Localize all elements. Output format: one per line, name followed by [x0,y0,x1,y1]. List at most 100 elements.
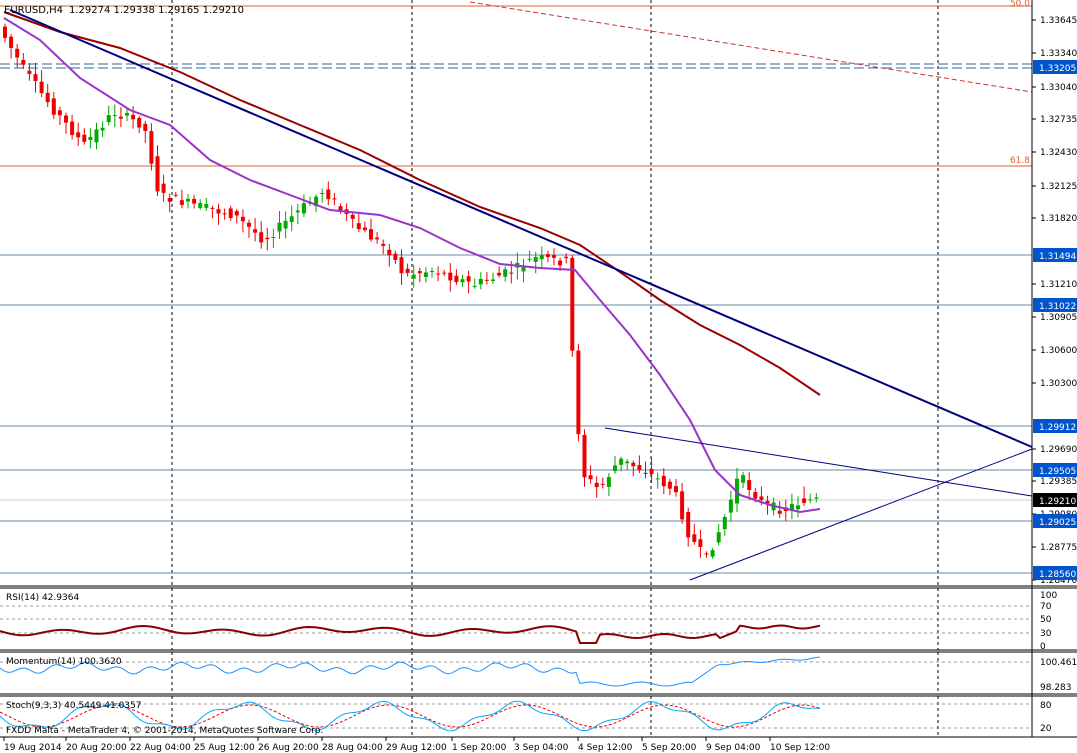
current-price-tag [1033,493,1077,507]
candle [112,104,117,128]
candle [460,274,465,287]
candle [186,194,190,209]
fibonacci-lines: 50.0 61.8 [0,0,1033,167]
candle [45,84,50,108]
time-axis[interactable]: 19 Aug 2014 20 Aug 20:00 22 Aug 04:00 25 Au… [3,737,830,753]
candle [710,547,715,559]
candle [533,251,538,274]
price-tick-label: 1.30600 [1040,346,1077,356]
candle [15,43,20,68]
rsi-title: RSI(14) 42.9364 [6,593,79,603]
level-price-tag [1033,566,1077,580]
price-tick-label: 1.32125 [1040,182,1077,192]
candle [631,460,636,477]
candle [448,263,453,292]
candle [21,52,26,70]
candle [64,112,68,134]
candle [216,203,221,225]
price-tick-label: 1.32735 [1040,115,1077,125]
price-tick-label: 1.28775 [1040,543,1077,553]
watermark: FXDD Malta - MetaTrader 4, © 2001-2014, … [6,726,323,736]
stochastic-panel[interactable]: Stoch(9,3,3) 40.5449 41.0357 80 20 FXDD … [0,700,1052,736]
candle [240,209,245,233]
candle [3,23,7,43]
stochastic-level-80: 80 [1040,701,1052,711]
candle [277,211,282,240]
candle [118,107,123,128]
moving-average-fast [3,17,821,514]
candle [814,493,819,503]
triangle-upper-line [604,427,1033,497]
current-price-label: 1.29210 [1039,497,1076,507]
candle [387,243,392,267]
candle [661,468,666,495]
candle [57,106,62,126]
candle [9,33,14,59]
candle [375,232,380,244]
candle [192,194,197,209]
rsi-panel[interactable]: RSI(14) 42.9364 100 70 50 30 0 [0,591,1057,652]
candle [173,191,178,198]
candle [271,228,276,248]
candle [777,501,782,518]
candle [686,507,691,547]
momentum-level-low: 98.283 [1040,683,1072,693]
candle [265,227,270,251]
candle [802,486,807,507]
candle [51,91,56,120]
candle [698,529,703,558]
candle [539,246,544,269]
candle [76,122,81,146]
level-price-label: 1.33205 [1039,64,1076,74]
candle [789,493,794,520]
candle [82,128,87,145]
price-tick-label: 1.29385 [1040,477,1077,487]
candle [613,455,617,474]
price-tick-label: 1.31210 [1040,280,1077,290]
candle [436,266,441,282]
time-tick-label: 4 Sep 12:00 [578,743,633,753]
moving-average-slow [3,11,821,396]
fib-label-61: 61.8 [1010,156,1030,166]
time-tick-label: 29 Aug 12:00 [386,743,447,753]
momentum-panel[interactable]: Momentum(14) 100.3620 100.461 98.283 [0,656,1077,693]
candle [399,249,404,285]
level-price-tag [1033,514,1077,528]
candle [680,483,685,524]
time-tick-label: 3 Sep 04:00 [514,743,569,753]
candle [314,194,319,213]
candle [131,105,136,129]
candle [393,250,398,265]
candle [143,120,148,143]
price-tick-label: 1.33645 [1040,16,1077,26]
level-price-label: 1.28560 [1039,570,1076,580]
price-tick-label: 1.33040 [1040,83,1077,93]
candle [125,107,129,122]
candle [741,471,746,488]
momentum-level-high: 100.461 [1040,658,1077,668]
time-tick-label: 9 Sep 04:00 [706,743,761,753]
candle [503,266,508,282]
candle [674,478,678,497]
price-panel[interactable]: 50.0 61.8 EURUSD,H4 1.29274 1.29338 1.291… [0,0,1033,737]
candle [747,472,752,500]
price-axis[interactable]: 1.33645 1.33340 1.33040 1.32735 1.32430 1.321… [1031,0,1077,737]
candle [350,212,355,229]
candle [472,278,477,289]
price-tick-label: 1.29690 [1040,445,1077,455]
price-tick-label: 1.30905 [1040,313,1077,323]
price-tick-label: 1.28470 [1040,576,1077,586]
level-price-tag [1033,248,1077,262]
level-price-label: 1.29505 [1039,467,1076,477]
candle [552,248,556,266]
candle [198,199,203,210]
candle [497,266,502,278]
time-tick-label: 22 Aug 04:00 [130,743,191,753]
candle [716,524,721,546]
candle [796,496,800,518]
candle [606,472,611,497]
candle [466,270,471,294]
triangle-lower-line [689,448,1033,581]
